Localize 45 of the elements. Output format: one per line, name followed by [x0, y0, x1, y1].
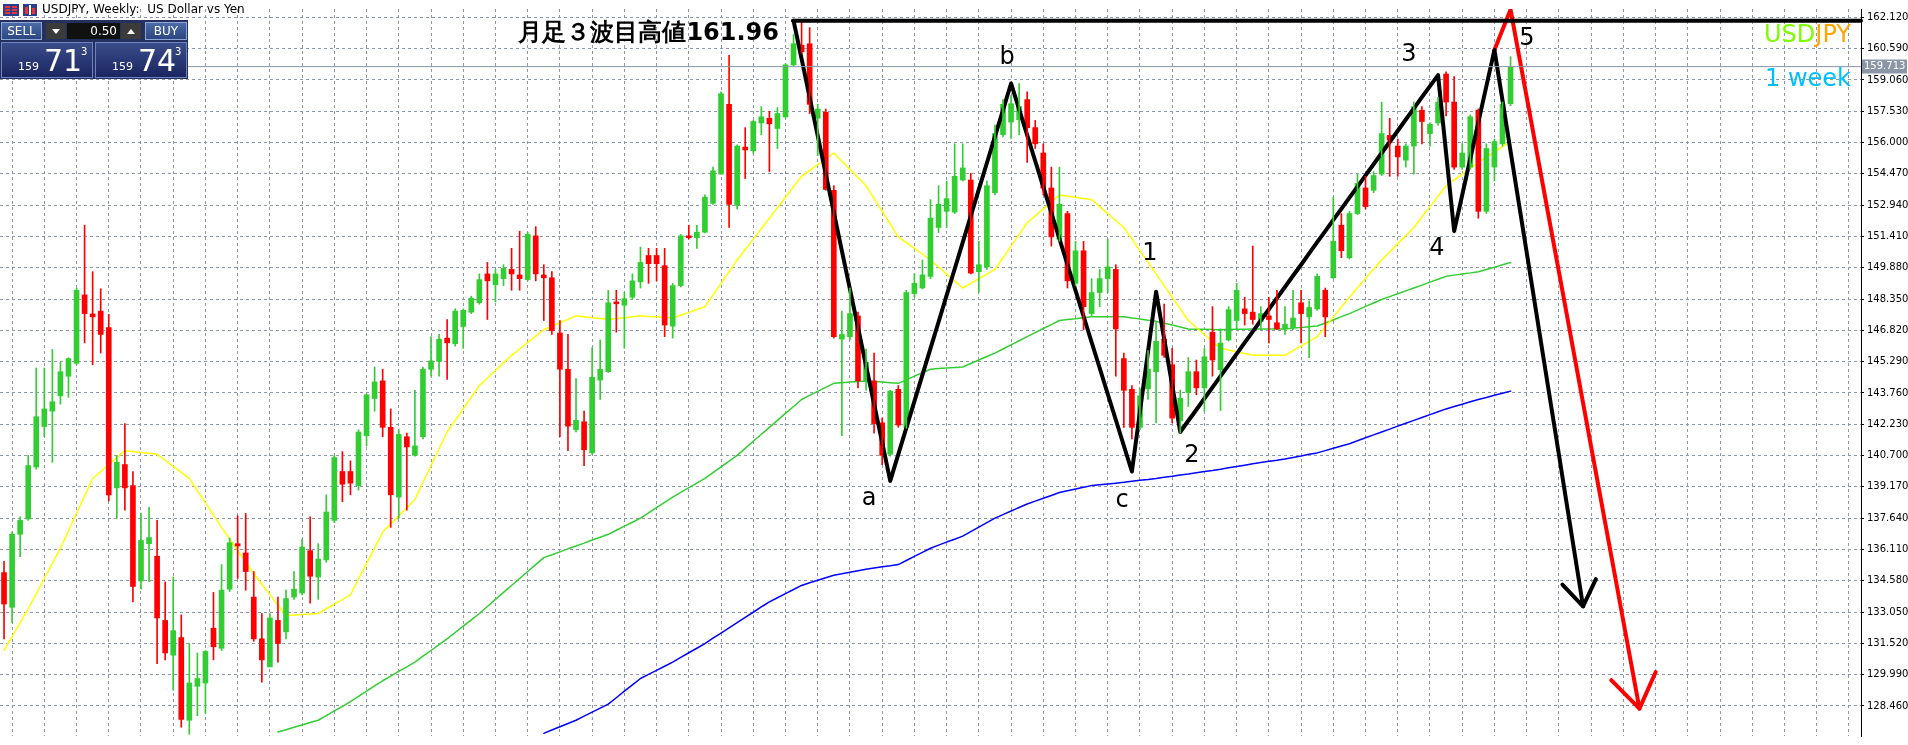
y-tick-label: 156.000 — [1867, 136, 1908, 148]
y-tick-label: 160.590 — [1867, 42, 1908, 54]
annotation: 3 — [1401, 39, 1417, 68]
y-tick-label: 146.820 — [1867, 323, 1908, 335]
annotation: 5 — [1519, 23, 1535, 52]
chart-title: USDJPY, Weekly: US Dollar vs Yen — [42, 2, 245, 16]
annotation: 3 — [81, 46, 88, 57]
y-tick-label: 157.530 — [1867, 104, 1908, 116]
annotation: b — [999, 42, 1015, 71]
annotation: 74 — [138, 43, 177, 78]
y-tick-label: 131.520 — [1867, 636, 1908, 648]
y-tick-label: 129.990 — [1867, 668, 1908, 680]
y-tick-label: 136.110 — [1867, 543, 1908, 555]
y-tick-label: 140.700 — [1867, 449, 1908, 461]
annotation: BUY — [145, 22, 187, 40]
y-tick-label: 137.640 — [1867, 511, 1908, 523]
y-tick-label: 128.460 — [1867, 699, 1908, 711]
y-tick-label: 149.880 — [1867, 261, 1908, 273]
y-tick-label: 154.470 — [1867, 167, 1908, 179]
y-tick-label: 139.170 — [1867, 480, 1908, 492]
annotation: 2 — [1184, 440, 1200, 469]
annotation: 159 — [112, 60, 133, 73]
y-tick-label: 133.050 — [1867, 605, 1908, 617]
y-tick-label: 134.580 — [1867, 574, 1908, 586]
y-tick-label: 143.760 — [1867, 386, 1908, 398]
annotation: SELL — [1, 22, 42, 40]
ref-line-label: 月足３波目高値161.96 — [517, 17, 779, 46]
annotation: 3 — [175, 46, 182, 57]
annotation: JPY — [1813, 20, 1852, 49]
annotation: a — [861, 483, 877, 512]
y-tick-label: 162.120 — [1867, 10, 1908, 22]
y-tick-label: 148.350 — [1867, 292, 1908, 304]
y-tick-label: 145.290 — [1867, 355, 1908, 367]
annotation: 1 week — [1765, 64, 1852, 93]
y-tick-label: 152.940 — [1867, 198, 1908, 210]
y-tick-label: 151.410 — [1867, 230, 1908, 242]
annotation: c — [1115, 485, 1129, 514]
annotation: 159 — [18, 60, 39, 73]
annotation: 0.50 — [67, 23, 120, 39]
annotation: 1 — [1142, 238, 1158, 267]
annotation: 71 — [44, 43, 83, 78]
y-tick-label: 142.230 — [1867, 417, 1908, 429]
ref-line-label: 159.713 — [1864, 60, 1906, 72]
y-tick-label: 159.060 — [1867, 73, 1908, 85]
annotation: 4 — [1429, 233, 1445, 262]
